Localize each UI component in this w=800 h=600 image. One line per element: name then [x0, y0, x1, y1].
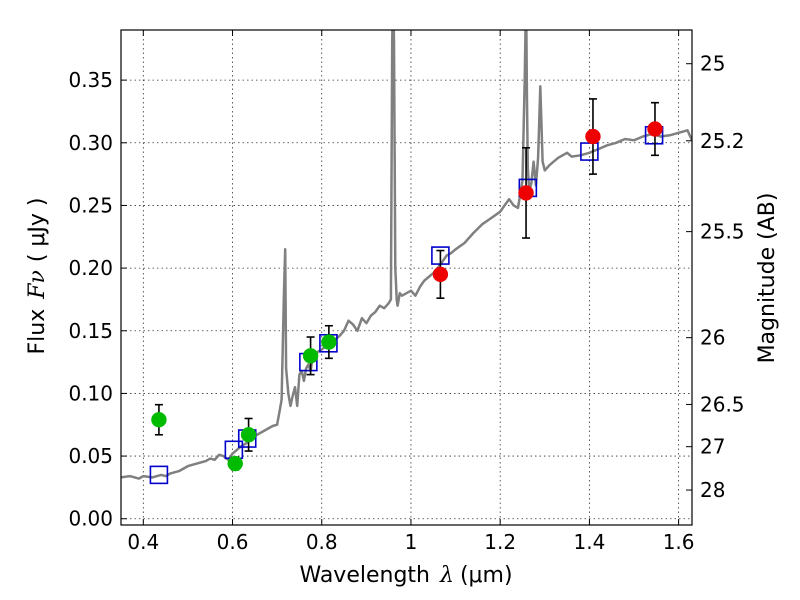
- y2-tick-label-5: 27: [700, 435, 725, 459]
- y2-tick-label-4: 26.5: [700, 392, 745, 416]
- x-axis-unit: (μm): [460, 563, 513, 588]
- y-tick-label-6: 0.30: [68, 131, 113, 155]
- y-tick-label-3: 0.15: [68, 319, 113, 343]
- y-axis-symbol: Fν: [25, 270, 50, 300]
- grid: [121, 30, 692, 525]
- green-point-2: [240, 427, 257, 443]
- y-tick-label-7: 0.35: [68, 68, 113, 92]
- marker-layer: [149, 98, 664, 485]
- model-spectrum-line: [121, 30, 692, 480]
- x-tick-label-3: 1: [405, 530, 418, 554]
- y2-tick-label-2: 25.5: [700, 220, 745, 244]
- x-tick-label-6: 1.6: [663, 530, 695, 554]
- y-tick-label-4: 0.20: [68, 256, 113, 280]
- green-point-3: [302, 348, 319, 364]
- green-point-0: [151, 411, 167, 428]
- y-axis-unit: ( μJy ): [25, 197, 50, 262]
- red-point-1: [518, 185, 534, 201]
- y-tick-label-0: 0.00: [68, 507, 113, 531]
- y-axis-title: Flux Fν ( μJy ): [25, 197, 50, 354]
- x-tick-label-4: 1.2: [484, 530, 516, 554]
- y-tick-label-2: 0.10: [68, 381, 113, 405]
- y-tick-label-5: 0.25: [68, 193, 113, 217]
- y2-tick-label-3: 26: [700, 326, 725, 350]
- x-axis-symbol: λ: [439, 563, 454, 588]
- green-point-4: [321, 334, 337, 350]
- red-point-3: [647, 121, 663, 137]
- x-tick-label-1: 0.6: [217, 530, 249, 554]
- y2-tick-label-0: 25: [700, 52, 725, 76]
- y2-tick-label-1: 25.2: [700, 129, 745, 153]
- red-point-2: [585, 128, 601, 145]
- plot-frame: [120, 29, 693, 526]
- y2-axis-title: Magnitude (AB): [755, 193, 780, 364]
- x-tick-label-0: 0.4: [127, 530, 159, 554]
- x-tick-label-5: 1.4: [573, 530, 605, 554]
- x-axis-label: Wavelength: [299, 563, 430, 588]
- model-square-0: [149, 465, 169, 485]
- tick-layer: 0.4 0.6 0.8 1 1.2 1.4 1.6 0.00 0.05 0.10 0.15 0.20 0…: [68, 30, 745, 554]
- spectrum-layer: [121, 30, 692, 480]
- red-point-0: [432, 266, 449, 283]
- y-tick-label-1: 0.05: [68, 444, 113, 468]
- y2-tick-label-6: 28: [700, 478, 725, 502]
- x-tick-label-2: 0.8: [306, 530, 338, 554]
- x-axis-title: Wavelength λ (μm): [299, 563, 512, 588]
- green-point-1: [227, 455, 243, 472]
- y-axis-label: Flux: [25, 309, 50, 355]
